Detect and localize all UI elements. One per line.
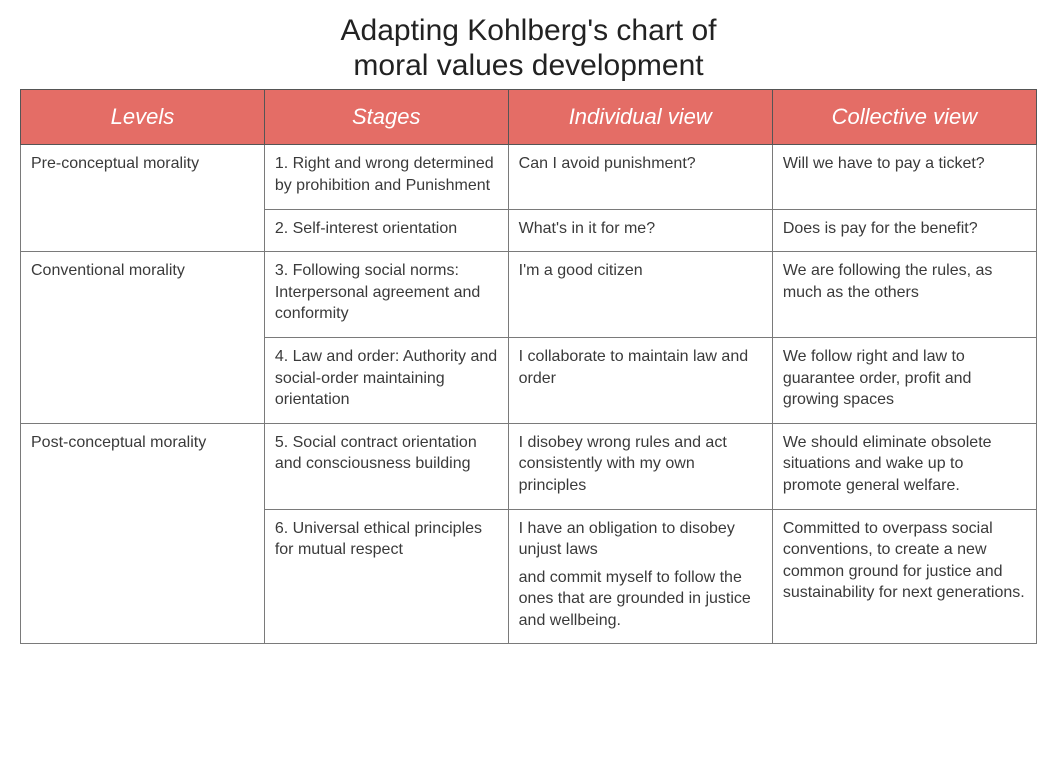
table-row: Conventional morality 3. Following socia… [21,252,1037,338]
title-line-1: Adapting Kohlberg's chart of [341,14,717,47]
paragraph-gap [519,561,762,567]
moral-table: Levels Stages Individual view Collective… [20,89,1037,644]
individual-cell-part-a: I have an obligation to disobey unjust l… [519,520,735,559]
individual-cell-part-b: and commit myself to follow the ones tha… [519,569,751,629]
stage-cell: 4. Law and order: Authority and social-o… [264,337,508,423]
collective-cell: Does is pay for the benefit? [772,209,1036,252]
collective-cell: We follow right and law to guarantee ord… [772,337,1036,423]
col-header-stages: Stages [264,90,508,145]
stage-cell: 6. Universal ethical principles for mutu… [264,509,508,644]
individual-cell: I disobey wrong rules and act consistent… [508,423,772,509]
table-row: Post-conceptual morality 5. Social contr… [21,423,1037,509]
title-line-2: moral values development [353,49,703,82]
collective-cell: We are following the rules, as much as t… [772,252,1036,338]
col-header-individual: Individual view [508,90,772,145]
stage-cell: 2. Self-interest orientation [264,209,508,252]
individual-cell: I'm a good citizen [508,252,772,338]
col-header-levels: Levels [21,90,265,145]
collective-cell: We should eliminate obsolete situations … [772,423,1036,509]
collective-cell: Will we have to pay a ticket? [772,145,1036,209]
individual-cell: I collaborate to maintain law and order [508,337,772,423]
level-name: Post-conceptual morality [21,423,265,644]
table-row: Pre-conceptual morality 1. Right and wro… [21,145,1037,209]
stage-cell: 3. Following social norms: Interpersonal… [264,252,508,338]
collective-cell: Committed to overpass social conventions… [772,509,1036,644]
individual-cell: What's in it for me? [508,209,772,252]
page: Adapting Kohlberg's chart of moral value… [0,0,1057,674]
level-name: Conventional morality [21,252,265,424]
stage-cell: 1. Right and wrong determined by prohibi… [264,145,508,209]
level-name: Pre-conceptual morality [21,145,265,252]
individual-cell: I have an obligation to disobey unjust l… [508,509,772,644]
page-title: Adapting Kohlberg's chart of moral value… [20,14,1037,83]
col-header-collective: Collective view [772,90,1036,145]
individual-cell: Can I avoid punishment? [508,145,772,209]
table-header-row: Levels Stages Individual view Collective… [21,90,1037,145]
stage-cell: 5. Social contract orientation and consc… [264,423,508,509]
